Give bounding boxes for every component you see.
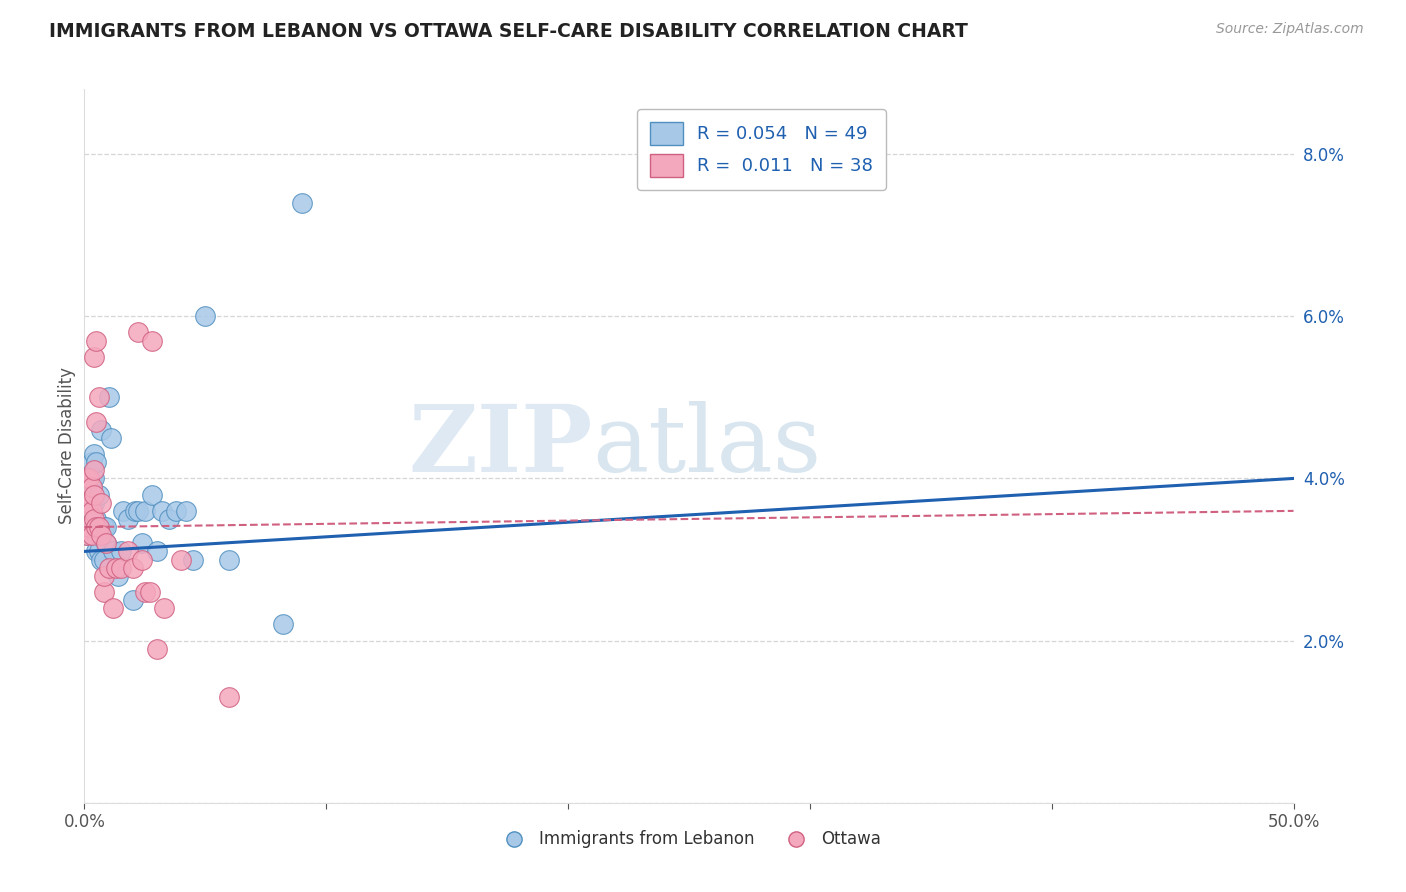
Point: [127, 326, 149, 340]
Point: [80, 479, 103, 493]
Point: [218, 690, 240, 705]
Point: [80, 504, 103, 518]
Point: [141, 334, 163, 348]
Point: [94, 536, 117, 550]
Point: [76, 528, 98, 542]
Point: [131, 536, 153, 550]
Point: [83, 520, 105, 534]
Point: [103, 544, 125, 558]
Point: [80, 455, 103, 469]
Point: [87, 520, 110, 534]
Point: [112, 504, 135, 518]
Point: [153, 601, 176, 615]
Point: [271, 617, 294, 632]
Text: ZIP: ZIP: [408, 401, 592, 491]
Point: [87, 488, 110, 502]
Point: [90, 423, 112, 437]
Point: [107, 568, 129, 582]
Point: [77, 520, 100, 534]
Point: [100, 431, 122, 445]
Point: [76, 471, 98, 485]
Point: [80, 528, 103, 542]
Point: [86, 415, 108, 429]
Point: [86, 334, 108, 348]
Point: [86, 528, 108, 542]
Point: [94, 536, 117, 550]
Point: [76, 528, 98, 542]
Text: IMMIGRANTS FROM LEBANON VS OTTAWA SELF-CARE DISABILITY CORRELATION CHART: IMMIGRANTS FROM LEBANON VS OTTAWA SELF-C…: [49, 22, 969, 41]
Point: [83, 447, 105, 461]
Point: [77, 471, 100, 485]
Point: [174, 504, 197, 518]
Point: [93, 552, 115, 566]
Point: [121, 593, 143, 607]
Point: [86, 520, 108, 534]
Point: [141, 488, 163, 502]
Point: [121, 560, 143, 574]
Point: [76, 504, 98, 518]
Point: [80, 504, 103, 518]
Point: [83, 350, 105, 364]
Point: [90, 528, 112, 542]
Text: Source: ZipAtlas.com: Source: ZipAtlas.com: [1216, 22, 1364, 37]
Point: [110, 560, 132, 574]
Point: [80, 528, 103, 542]
Point: [181, 552, 204, 566]
Point: [87, 520, 110, 534]
Point: [77, 520, 100, 534]
Point: [93, 568, 115, 582]
Point: [86, 512, 108, 526]
Point: [117, 512, 139, 526]
Point: [87, 390, 110, 404]
Point: [131, 552, 153, 566]
Point: [150, 504, 173, 518]
Point: [83, 496, 105, 510]
Point: [218, 552, 240, 566]
Point: [90, 552, 112, 566]
Point: [146, 544, 169, 558]
Point: [97, 560, 120, 574]
Point: [77, 496, 100, 510]
Legend: Immigrants from Lebanon, Ottawa: Immigrants from Lebanon, Ottawa: [491, 824, 887, 855]
Point: [83, 471, 105, 485]
Point: [77, 488, 100, 502]
Point: [124, 504, 146, 518]
Point: [117, 544, 139, 558]
Text: atlas: atlas: [592, 401, 821, 491]
Point: [83, 463, 105, 477]
Point: [80, 471, 103, 485]
Point: [170, 552, 193, 566]
Point: [94, 520, 117, 534]
Point: [77, 471, 100, 485]
Point: [86, 455, 108, 469]
Point: [83, 488, 105, 502]
Y-axis label: Self-Care Disability: Self-Care Disability: [58, 368, 76, 524]
Point: [127, 504, 149, 518]
Point: [90, 496, 112, 510]
Point: [86, 544, 108, 558]
Point: [134, 585, 156, 599]
Point: [194, 310, 217, 324]
Point: [76, 496, 98, 510]
Point: [134, 504, 156, 518]
Point: [103, 601, 125, 615]
Point: [93, 585, 115, 599]
Point: [93, 520, 115, 534]
Point: [291, 195, 314, 210]
Point: [138, 585, 160, 599]
Point: [97, 390, 120, 404]
Point: [165, 504, 187, 518]
Point: [83, 512, 105, 526]
Point: [87, 544, 110, 558]
Point: [146, 641, 169, 656]
Point: [110, 544, 132, 558]
Point: [157, 512, 180, 526]
Point: [104, 560, 127, 574]
